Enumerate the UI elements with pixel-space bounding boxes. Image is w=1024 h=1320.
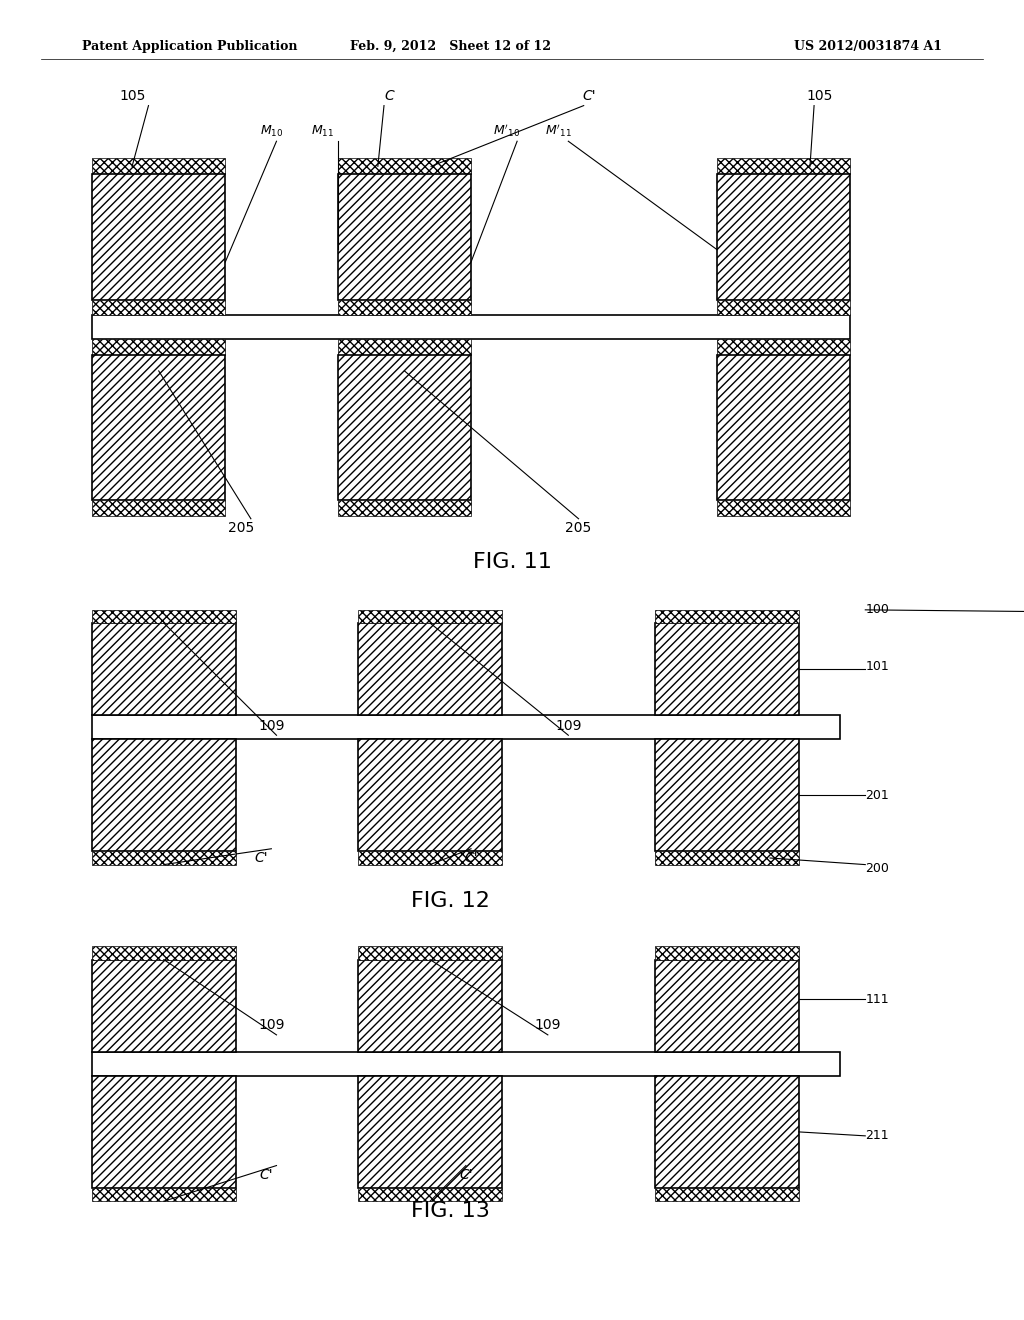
FancyBboxPatch shape: [358, 1188, 502, 1201]
FancyBboxPatch shape: [92, 500, 225, 516]
FancyBboxPatch shape: [655, 1076, 799, 1188]
FancyBboxPatch shape: [92, 1188, 236, 1201]
FancyBboxPatch shape: [92, 339, 225, 355]
FancyBboxPatch shape: [338, 500, 471, 516]
Text: $M'_{11}$: $M'_{11}$: [545, 121, 571, 139]
Text: C': C': [582, 88, 596, 103]
Text: $M'_{10}$: $M'_{10}$: [494, 121, 520, 139]
Text: 100: 100: [865, 603, 889, 616]
FancyBboxPatch shape: [92, 315, 850, 339]
FancyBboxPatch shape: [655, 1188, 799, 1201]
Text: 109: 109: [258, 1018, 285, 1032]
FancyBboxPatch shape: [655, 610, 799, 623]
Text: C': C': [459, 1168, 473, 1183]
FancyBboxPatch shape: [92, 1052, 840, 1076]
FancyBboxPatch shape: [358, 960, 502, 1052]
FancyBboxPatch shape: [717, 339, 850, 355]
Text: C: C: [384, 88, 394, 103]
FancyBboxPatch shape: [92, 1076, 236, 1188]
FancyBboxPatch shape: [92, 715, 840, 739]
FancyBboxPatch shape: [358, 946, 502, 960]
Text: Feb. 9, 2012   Sheet 12 of 12: Feb. 9, 2012 Sheet 12 of 12: [350, 40, 551, 53]
Text: C': C': [254, 851, 268, 866]
FancyBboxPatch shape: [92, 300, 225, 315]
FancyBboxPatch shape: [655, 623, 799, 715]
FancyBboxPatch shape: [338, 158, 471, 174]
Text: 211: 211: [865, 1130, 889, 1142]
FancyBboxPatch shape: [655, 851, 799, 865]
FancyBboxPatch shape: [92, 355, 225, 500]
FancyBboxPatch shape: [655, 739, 799, 851]
FancyBboxPatch shape: [717, 355, 850, 500]
FancyBboxPatch shape: [338, 339, 471, 355]
FancyBboxPatch shape: [358, 623, 502, 715]
Text: C': C': [259, 1168, 273, 1183]
Text: US 2012/0031874 A1: US 2012/0031874 A1: [794, 40, 942, 53]
FancyBboxPatch shape: [358, 1076, 502, 1188]
Text: $M_{11}$: $M_{11}$: [311, 124, 334, 139]
FancyBboxPatch shape: [338, 300, 471, 315]
Text: Patent Application Publication: Patent Application Publication: [82, 40, 297, 53]
Text: 105: 105: [806, 88, 833, 103]
Text: $M_{10}$: $M_{10}$: [260, 124, 283, 139]
FancyBboxPatch shape: [655, 960, 799, 1052]
Text: FIG. 13: FIG. 13: [411, 1201, 490, 1221]
Text: 111: 111: [865, 993, 889, 1006]
FancyBboxPatch shape: [358, 739, 502, 851]
Text: 109: 109: [535, 1018, 561, 1032]
FancyBboxPatch shape: [92, 739, 236, 851]
FancyBboxPatch shape: [717, 158, 850, 174]
FancyBboxPatch shape: [358, 610, 502, 623]
FancyBboxPatch shape: [655, 946, 799, 960]
Text: 109: 109: [258, 718, 285, 733]
Text: 109: 109: [555, 718, 582, 733]
FancyBboxPatch shape: [92, 851, 236, 865]
FancyBboxPatch shape: [92, 610, 236, 623]
FancyBboxPatch shape: [717, 174, 850, 300]
FancyBboxPatch shape: [92, 623, 236, 715]
Text: 200: 200: [865, 862, 889, 875]
Text: FIG. 12: FIG. 12: [411, 891, 490, 911]
FancyBboxPatch shape: [92, 174, 225, 300]
FancyBboxPatch shape: [92, 960, 236, 1052]
Text: 201: 201: [865, 789, 889, 801]
Text: 101: 101: [865, 660, 889, 673]
Text: C': C': [464, 851, 478, 866]
Text: FIG. 11: FIG. 11: [472, 552, 552, 572]
FancyBboxPatch shape: [717, 500, 850, 516]
Text: 205: 205: [227, 521, 254, 536]
Text: 205: 205: [565, 521, 592, 536]
FancyBboxPatch shape: [717, 300, 850, 315]
FancyBboxPatch shape: [92, 158, 225, 174]
FancyBboxPatch shape: [358, 851, 502, 865]
FancyBboxPatch shape: [338, 355, 471, 500]
Text: 105: 105: [120, 88, 146, 103]
FancyBboxPatch shape: [92, 946, 236, 960]
FancyBboxPatch shape: [338, 174, 471, 300]
